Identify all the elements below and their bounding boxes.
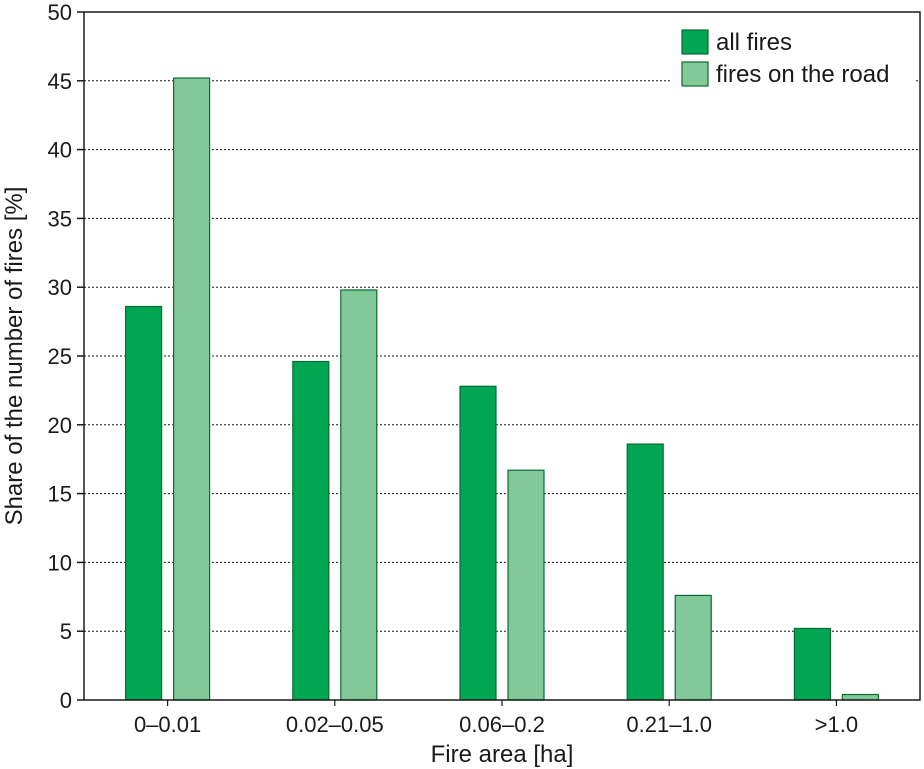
bar-all-fires	[124, 305, 163, 701]
y-tick-label: 30	[48, 275, 72, 300]
bar-all-fires	[459, 385, 497, 701]
x-axis-title: Fire area [ha]	[431, 741, 574, 768]
x-tick-label: 0.21–1.0	[626, 712, 712, 737]
x-tick-label: 0.02–0.05	[286, 712, 384, 737]
y-tick-label: 15	[48, 482, 72, 507]
bar-all-fires	[793, 627, 832, 701]
legend-background	[672, 22, 916, 96]
y-tick-label: 35	[48, 206, 72, 231]
y-tick-label: 40	[48, 138, 72, 163]
y-tick-label: 45	[48, 69, 72, 94]
legend-label-all-fires: all fires	[716, 29, 792, 56]
bars	[124, 77, 880, 701]
bar-all-fires	[626, 443, 664, 701]
x-tick-label: 0–0.01	[134, 712, 201, 737]
x-tick-label: 0.06–0.2	[459, 712, 545, 737]
y-axis-title: Share of the number of fires [%]	[1, 187, 28, 526]
x-tick-label: >1.0	[815, 712, 858, 737]
bar-fires-on-the-road	[507, 469, 545, 701]
legend-swatch-fires-on-the-road	[681, 61, 709, 87]
bar-fires-on-the-road	[674, 594, 712, 701]
y-tick-label: 50	[48, 0, 72, 25]
y-axis: 0 5 10 15 20 25 30 35 40 45 50	[48, 0, 84, 713]
y-tick-label: 0	[60, 688, 72, 713]
legend-swatch-all-fires	[681, 29, 709, 55]
bar-fires-on-the-road	[340, 289, 378, 701]
legend: all fires fires on the road	[672, 22, 916, 96]
x-axis: 0–0.01 0.02–0.05 0.06–0.2 0.21–1.0 >1.0	[134, 700, 858, 737]
bar-fires-on-the-road	[173, 77, 211, 701]
y-tick-label: 10	[48, 550, 72, 575]
y-tick-label: 5	[60, 619, 72, 644]
bar-all-fires	[292, 360, 330, 701]
y-tick-label: 20	[48, 413, 72, 438]
y-tick-label: 25	[48, 344, 72, 369]
legend-label-fires-on-the-road: fires on the road	[716, 61, 889, 88]
bar-fires-on-the-road	[841, 693, 880, 701]
